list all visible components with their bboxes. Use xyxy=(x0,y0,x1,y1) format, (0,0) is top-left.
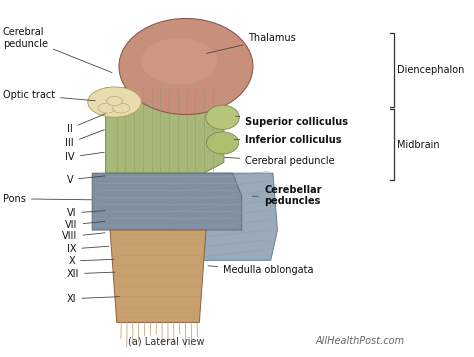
Ellipse shape xyxy=(99,103,115,113)
Ellipse shape xyxy=(119,19,253,115)
Text: V: V xyxy=(67,175,105,185)
Text: Inferior colliculus: Inferior colliculus xyxy=(234,135,342,145)
Text: Pons: Pons xyxy=(3,194,91,204)
Text: Cerebellar
peduncles: Cerebellar peduncles xyxy=(253,185,321,206)
Text: XI: XI xyxy=(67,294,119,304)
Text: VI: VI xyxy=(67,208,105,218)
Text: Cerebral
peduncle: Cerebral peduncle xyxy=(3,27,112,72)
Polygon shape xyxy=(110,230,206,322)
Text: Cerebral peduncle: Cerebral peduncle xyxy=(224,156,335,166)
Text: Superior colliculus: Superior colliculus xyxy=(236,116,348,127)
Text: (a) Lateral view: (a) Lateral view xyxy=(128,336,204,346)
Polygon shape xyxy=(166,173,277,260)
Ellipse shape xyxy=(113,103,130,113)
Text: IV: IV xyxy=(65,152,104,162)
Text: AllHealthPost.com: AllHealthPost.com xyxy=(315,336,404,346)
Polygon shape xyxy=(106,88,224,173)
Text: II: II xyxy=(67,114,105,134)
Text: VIII: VIII xyxy=(62,231,105,241)
Ellipse shape xyxy=(141,38,217,84)
Text: III: III xyxy=(65,130,104,148)
Text: IX: IX xyxy=(67,244,109,254)
Ellipse shape xyxy=(107,96,123,106)
Ellipse shape xyxy=(88,87,141,117)
Text: Thalamus: Thalamus xyxy=(207,33,296,54)
Text: XII: XII xyxy=(67,269,115,279)
Ellipse shape xyxy=(206,105,239,130)
Polygon shape xyxy=(92,173,242,230)
Ellipse shape xyxy=(207,132,238,154)
Text: VII: VII xyxy=(65,220,105,230)
Text: Optic tract: Optic tract xyxy=(3,90,95,101)
Text: X: X xyxy=(69,256,114,266)
Text: Medulla oblongata: Medulla oblongata xyxy=(208,265,313,275)
Text: Diencephalon: Diencephalon xyxy=(397,65,465,75)
Text: Midbrain: Midbrain xyxy=(397,140,440,150)
